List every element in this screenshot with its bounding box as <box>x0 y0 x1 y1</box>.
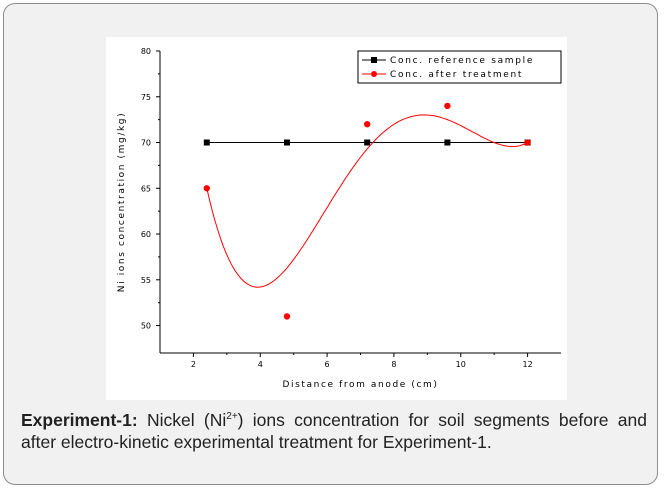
marker-reference <box>444 139 451 146</box>
caption-label: Experiment-1: <box>21 410 138 430</box>
figure-card: 2 4 6 8 10 12 50 55 60 65 70 75 80 Distance from anod… <box>3 3 658 485</box>
x-tick-label: 6 <box>325 360 330 369</box>
marker-treatment <box>363 121 371 128</box>
x-tick-label: 4 <box>258 360 263 369</box>
legend-marker-square <box>371 57 377 63</box>
x-tick-label: 2 <box>191 360 196 369</box>
y-tick-label: 75 <box>141 93 151 102</box>
legend-label: Conc. after treatment <box>390 70 523 80</box>
caption-superscript: 2+ <box>226 411 238 423</box>
marker-treatment <box>283 313 291 320</box>
y-tick-label: 70 <box>141 139 151 148</box>
chart-panel: 2 4 6 8 10 12 50 55 60 65 70 75 80 Distance from anod… <box>106 37 567 400</box>
y-tick-label: 55 <box>141 276 151 285</box>
x-tick-label: 8 <box>391 360 396 369</box>
legend-label: Conc. reference sample <box>390 56 534 66</box>
x-tick-label: 10 <box>456 360 466 369</box>
marker-treatment <box>524 139 531 146</box>
x-tick-label: 12 <box>522 360 532 369</box>
marker-reference <box>364 139 371 146</box>
marker-reference <box>283 139 290 146</box>
y-tick-label: 50 <box>141 322 151 331</box>
marker-treatment <box>444 102 451 110</box>
y-tick-label: 80 <box>141 47 151 56</box>
line-chart: 2 4 6 8 10 12 50 55 60 65 70 75 80 Distance from anod… <box>117 47 562 390</box>
caption-text-after: ) ions concentration for soil segments b… <box>21 410 647 452</box>
caption-text-before: Nickel (Ni <box>137 410 227 430</box>
y-axis-title: Ni ions concentration (mg/kg) <box>117 112 127 292</box>
y-tick-label: 60 <box>141 230 151 239</box>
series-curve-treatment <box>206 114 528 288</box>
marker-treatment <box>203 185 210 192</box>
figure-caption: Experiment-1: Nickel (Ni2+) ions concent… <box>21 409 647 453</box>
y-tick-label: 65 <box>141 184 151 193</box>
legend-marker-circle <box>371 71 377 77</box>
marker-reference <box>203 139 210 146</box>
legend-box <box>357 50 562 84</box>
x-axis-title: Distance from anode (cm) <box>283 380 439 390</box>
